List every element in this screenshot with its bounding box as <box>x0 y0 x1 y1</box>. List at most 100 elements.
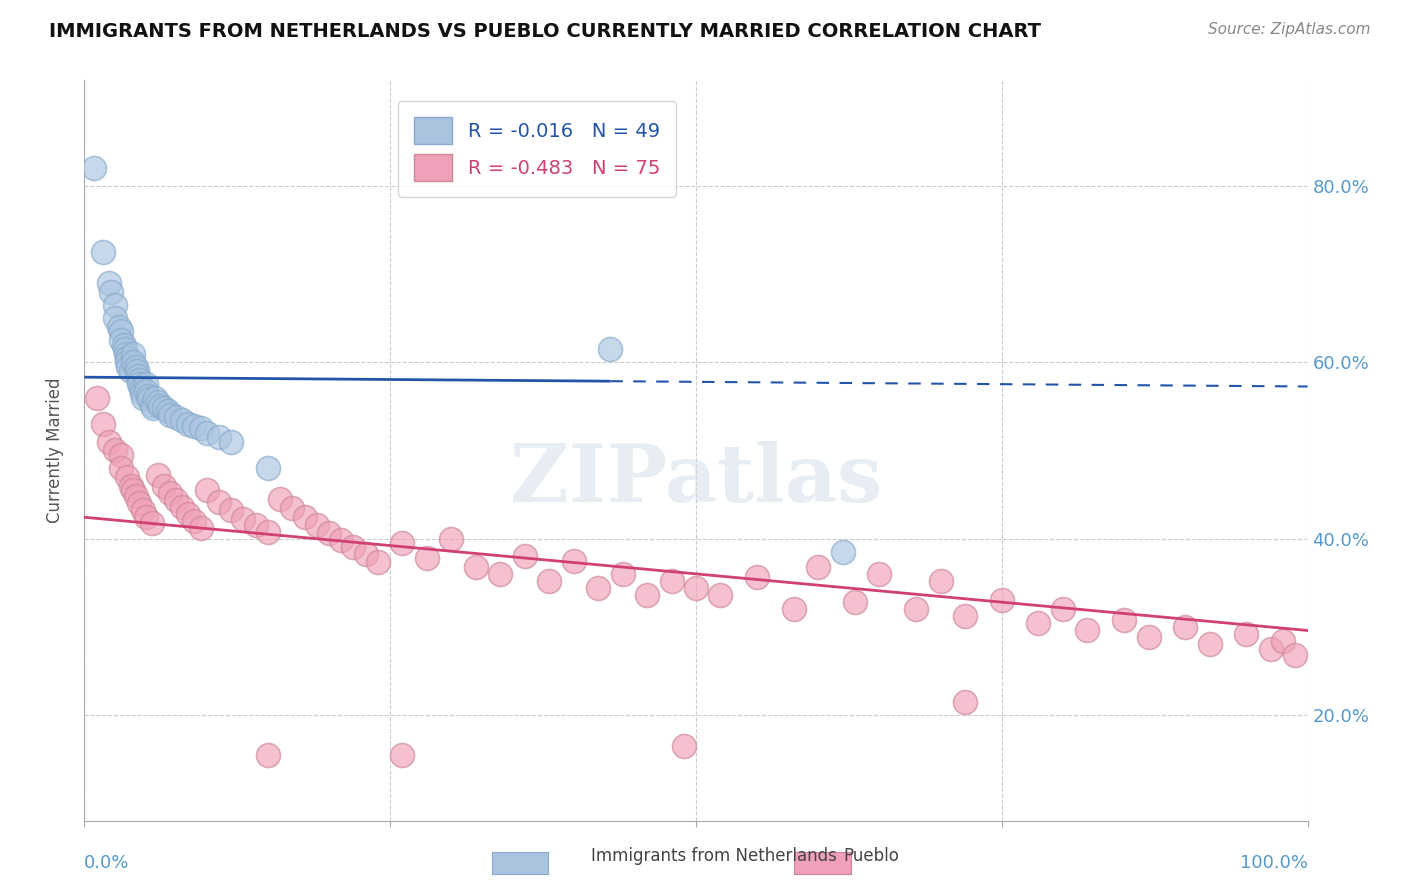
Point <box>165 492 187 507</box>
Point <box>132 391 155 405</box>
Text: Source: ZipAtlas.com: Source: ZipAtlas.com <box>1208 22 1371 37</box>
Point <box>149 400 172 414</box>
Point <box>177 417 200 431</box>
Point <box>586 581 609 595</box>
Text: 0.0%: 0.0% <box>84 854 129 872</box>
Point <box>747 570 769 584</box>
Point <box>120 364 142 378</box>
Point <box>115 355 138 369</box>
Point <box>305 518 328 533</box>
Point <box>929 574 952 588</box>
Point <box>844 595 866 609</box>
Point <box>83 161 105 176</box>
Point <box>1174 620 1197 634</box>
Point <box>172 500 194 514</box>
Point <box>117 359 139 374</box>
Point <box>122 483 145 497</box>
Point <box>138 392 160 407</box>
Point <box>177 507 200 521</box>
Point <box>110 333 132 347</box>
Point <box>122 346 145 360</box>
Point <box>128 377 150 392</box>
Point <box>115 346 138 360</box>
Point <box>183 514 205 528</box>
Point <box>869 566 891 581</box>
Point <box>153 479 176 493</box>
Legend: R = -0.016   N = 49, R = -0.483   N = 75: R = -0.016 N = 49, R = -0.483 N = 75 <box>398 101 676 197</box>
Point <box>159 408 181 422</box>
Point <box>330 533 353 548</box>
Point <box>1114 613 1136 627</box>
Point <box>142 401 165 416</box>
Point <box>129 382 152 396</box>
Point <box>131 386 153 401</box>
Point <box>219 503 242 517</box>
Point <box>97 276 120 290</box>
Point <box>141 516 163 530</box>
Point <box>146 468 169 483</box>
Point <box>110 448 132 462</box>
Point <box>232 512 254 526</box>
Point <box>464 559 486 574</box>
Point <box>146 395 169 409</box>
Point <box>294 509 316 524</box>
Point <box>367 554 389 569</box>
Point <box>125 359 148 374</box>
Point <box>1028 616 1050 631</box>
Point <box>953 695 976 709</box>
Point <box>245 518 267 533</box>
Point <box>318 526 340 541</box>
Point <box>107 320 129 334</box>
Point <box>599 342 621 356</box>
Point <box>135 377 157 392</box>
Point <box>208 430 231 444</box>
Point <box>685 581 707 595</box>
Text: Immigrants from Netherlands: Immigrants from Netherlands <box>591 847 837 865</box>
Point <box>391 747 413 762</box>
Point <box>183 418 205 433</box>
Point <box>100 285 122 299</box>
Point <box>257 461 280 475</box>
Point <box>219 434 242 449</box>
Point <box>110 325 132 339</box>
Point <box>416 551 439 566</box>
Point <box>172 412 194 426</box>
Point <box>562 554 585 568</box>
Point <box>135 509 157 524</box>
Point <box>1137 630 1160 644</box>
Point <box>513 549 536 564</box>
Point <box>114 342 136 356</box>
Point <box>165 409 187 424</box>
Text: IMMIGRANTS FROM NETHERLANDS VS PUEBLO CURRENTLY MARRIED CORRELATION CHART: IMMIGRANTS FROM NETHERLANDS VS PUEBLO CU… <box>49 22 1042 41</box>
Point <box>661 574 683 588</box>
Point <box>538 574 561 588</box>
Point <box>141 398 163 412</box>
Point <box>91 417 114 431</box>
Point <box>91 245 114 260</box>
Point <box>1284 648 1306 662</box>
Point <box>807 559 830 574</box>
Point <box>122 355 145 369</box>
Point <box>440 532 463 546</box>
Point <box>190 421 212 435</box>
Point <box>110 461 132 475</box>
Point <box>156 404 179 418</box>
Point <box>391 536 413 550</box>
Point <box>159 485 181 500</box>
Point <box>143 391 166 405</box>
Point <box>783 602 806 616</box>
Point <box>1272 633 1295 648</box>
Point <box>104 298 127 312</box>
Point <box>127 368 149 383</box>
Point <box>1052 602 1074 616</box>
Point <box>115 351 138 365</box>
Y-axis label: Currently Married: Currently Married <box>45 377 63 524</box>
Point <box>132 503 155 517</box>
Point <box>257 524 280 539</box>
Point <box>281 500 304 515</box>
Point <box>125 489 148 503</box>
Point <box>991 593 1014 607</box>
Point <box>709 588 731 602</box>
Point <box>672 739 695 753</box>
Point <box>831 545 853 559</box>
